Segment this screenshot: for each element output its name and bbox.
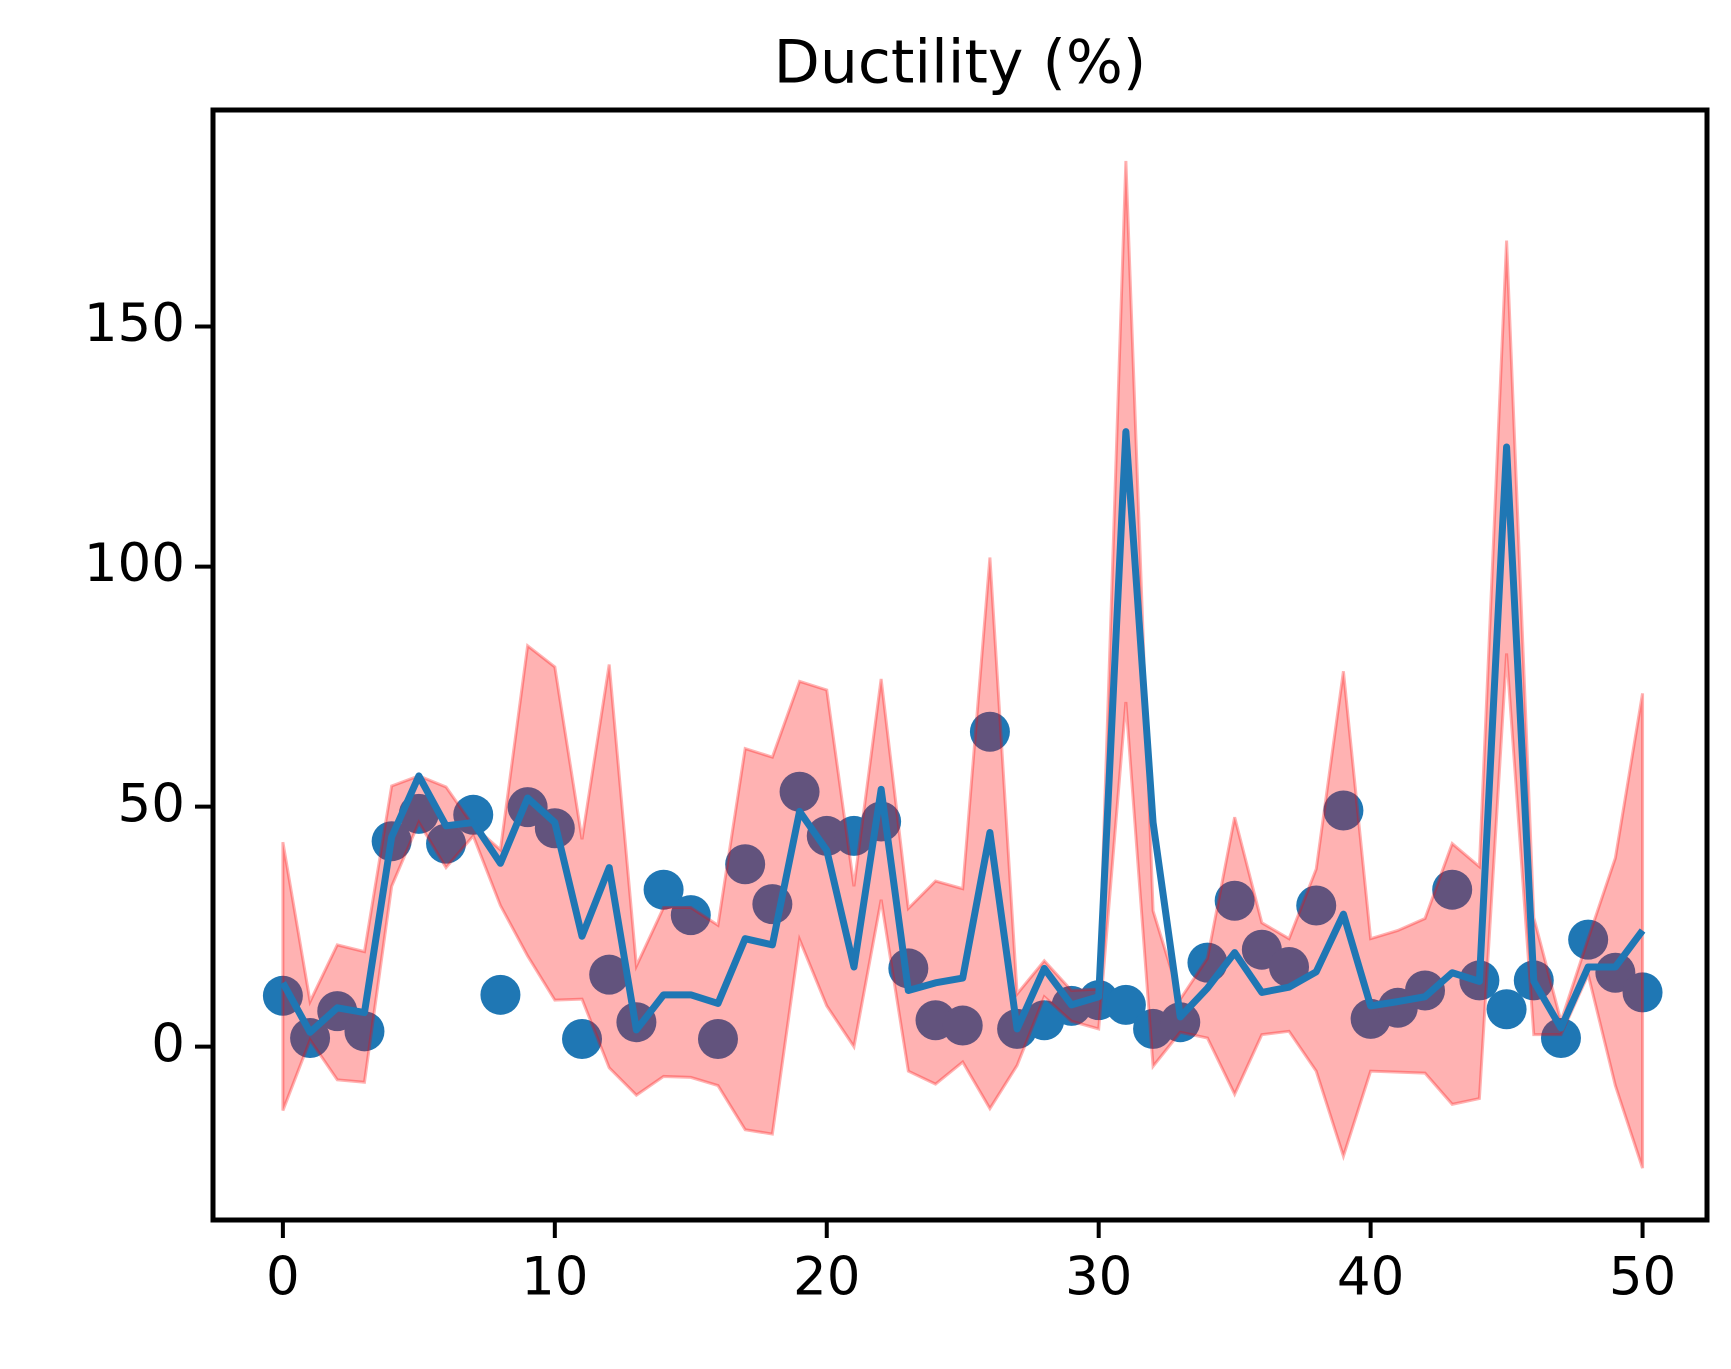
data-point (1214, 880, 1255, 921)
y-tick-label: 50 (118, 773, 185, 834)
data-point (290, 1018, 331, 1059)
x-tick-label: 30 (1065, 1247, 1132, 1308)
data-point (1622, 972, 1663, 1013)
data-point (1486, 989, 1527, 1030)
data-point (344, 1011, 385, 1052)
data-point (942, 1005, 983, 1046)
prediction-line (279, 428, 1646, 1036)
data-point (1160, 1002, 1201, 1043)
data-point (779, 771, 820, 812)
data-point (1323, 790, 1364, 831)
data-point (480, 974, 521, 1015)
x-tick-label: 40 (1337, 1247, 1404, 1308)
data-point (1269, 946, 1310, 987)
data-point (725, 844, 766, 885)
data-point (969, 711, 1010, 752)
data-point (1568, 919, 1609, 960)
confidence-band (281, 160, 1645, 1169)
data-point (1296, 885, 1337, 926)
chart-title: Ductility (%) (774, 28, 1147, 98)
y-tick-label: 0 (151, 1013, 185, 1074)
data-point (697, 1019, 738, 1060)
data-point (861, 801, 902, 842)
x-tick-label: 50 (1609, 1247, 1676, 1308)
data-point (1540, 1018, 1581, 1059)
data-point (1105, 984, 1146, 1025)
plot-frame (210, 107, 1710, 1223)
data-point (670, 895, 711, 936)
x-tick-label: 0 (266, 1247, 300, 1308)
x-tick-label: 10 (521, 1247, 588, 1308)
data-point (426, 823, 467, 864)
data-point (589, 954, 630, 995)
data-point (562, 1019, 603, 1060)
data-point (643, 869, 684, 910)
y-tick-label: 150 (84, 293, 185, 354)
x-tick-label: 20 (793, 1247, 860, 1308)
data-point (1432, 869, 1473, 910)
y-tick-label: 100 (84, 533, 185, 594)
